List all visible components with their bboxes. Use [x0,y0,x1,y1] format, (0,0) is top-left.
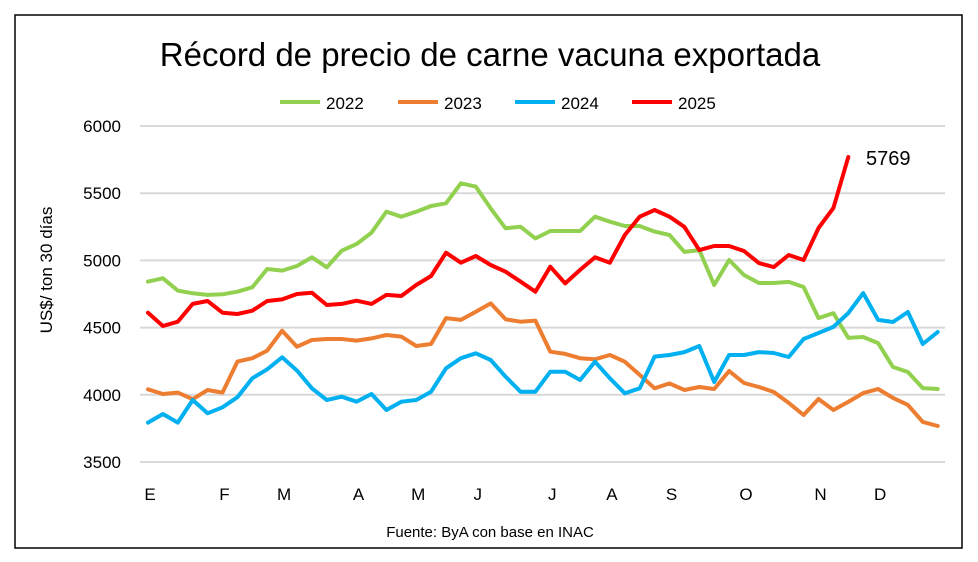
y-tick-label: 5000 [83,251,121,270]
source-note: Fuente: ByA con base en INAC [386,524,594,541]
legend-label: 2024 [561,94,599,113]
chart-title: Récord de precio de carne vacuna exporta… [160,36,821,73]
x-tick-label: O [739,485,752,504]
gridlines [140,125,945,463]
x-tick-label: D [874,485,886,504]
legend-item-2024: 2024 [515,94,599,113]
y-tick-label: 6000 [83,117,121,136]
series-line-2022 [146,181,940,391]
y-tick-labels: 3500 4000 4500 5000 5500 6000 [83,117,121,472]
x-tick-label: N [814,485,826,504]
x-tick-label: E [144,485,155,504]
legend-label: 2022 [326,94,364,113]
legend-item-2023: 2023 [398,94,482,113]
y-tick-label: 5500 [83,184,121,203]
chart-border [14,14,963,549]
series-lines [146,155,940,428]
x-tick-label: A [353,485,365,504]
legend-item-2022: 2022 [280,94,364,113]
y-tick-label: 3500 [83,453,121,472]
x-tick-label: S [666,485,677,504]
y-axis-title: US$/ ton 30 días [37,207,56,334]
y-tick-label: 4000 [83,386,121,405]
x-tick-label: F [219,485,229,504]
last-value-annotation: 5769 [866,148,911,170]
legend-item-2025: 2025 [632,94,716,113]
x-tick-label: J [548,485,557,504]
series-line-2023 [146,301,940,428]
legend-label: 2025 [678,94,716,113]
series-line-2024 [146,291,940,425]
series-line-2025 [146,155,851,328]
x-tick-label: A [606,485,618,504]
legend: 2022 2023 2024 2025 [280,94,716,113]
x-tick-label: M [411,485,425,504]
x-tick-label: M [277,485,291,504]
y-tick-label: 4500 [83,319,121,338]
x-tick-label: J [474,485,483,504]
legend-label: 2023 [444,94,482,113]
